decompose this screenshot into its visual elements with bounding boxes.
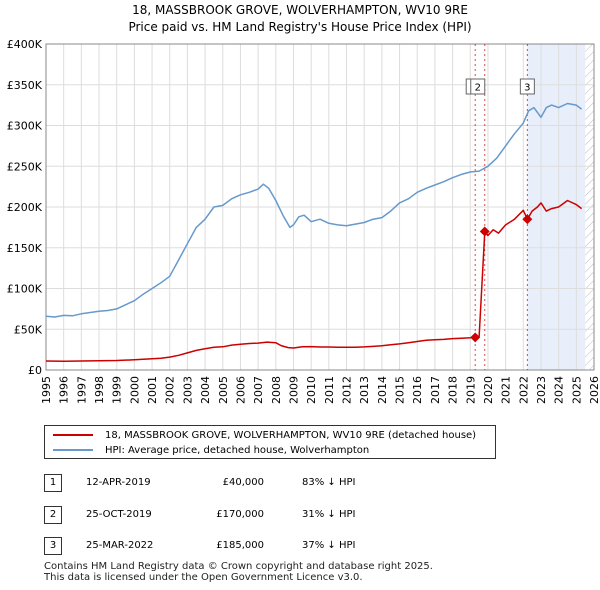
x-tick-label: 1999 [111, 376, 124, 404]
sale-number-badge: 2 [44, 506, 62, 524]
x-tick-label: 2012 [341, 376, 354, 404]
y-tick-label: £300K [7, 120, 43, 133]
sale-marker-box [519, 78, 535, 95]
x-tick-label: 2017 [429, 376, 442, 404]
footer-line-2: This data is licensed under the Open Gov… [44, 572, 363, 583]
sale-hpi-diff: 83% ↓ HPI [302, 477, 356, 488]
chart-legend: 18, MASSBROOK GROVE, WOLVERHAMPTON, WV10… [44, 425, 496, 459]
y-tick-label: £350K [7, 79, 43, 92]
legend-label-hpi: HPI: Average price, detached house, Wolv… [105, 445, 370, 456]
sale-price: £170,000 [216, 509, 264, 520]
legend-swatch-property [53, 434, 93, 436]
sale-point [470, 332, 481, 343]
x-tick-label: 2006 [234, 376, 247, 404]
footer-line-1: Contains HM Land Registry data © Crown c… [44, 561, 433, 572]
x-tick-label: 2009 [287, 376, 300, 404]
property-price-line [45, 199, 583, 362]
sale-row: 3 25-MAR-2022 £185,000 37% ↓ HPI [44, 537, 464, 555]
x-tick-label: 2014 [376, 376, 389, 404]
x-tick-label: 2023 [535, 376, 548, 404]
x-tick-label: 2018 [447, 376, 460, 404]
sale-marker-box [470, 78, 486, 95]
sale-number-badge: 1 [44, 474, 62, 492]
x-tick-label: 2024 [553, 376, 566, 404]
x-tick-label: 2007 [252, 376, 265, 404]
y-tick-label: £0 [28, 364, 42, 377]
x-tick-label: 2020 [482, 376, 495, 404]
chart-title: 18, MASSBROOK GROVE, WOLVERHAMPTON, WV10… [132, 3, 468, 17]
x-tick-label: 2011 [323, 376, 336, 404]
sale-price: £40,000 [222, 477, 264, 488]
x-tick-label: 2004 [199, 376, 212, 404]
legend-item-hpi: HPI: Average price, detached house, Wolv… [53, 444, 369, 458]
x-tick-label: 2021 [500, 376, 513, 404]
x-tick-label: 1997 [75, 376, 88, 404]
y-tick-label: £150K [7, 242, 43, 255]
x-tick-label: 1996 [58, 376, 71, 404]
sale-price: £185,000 [216, 540, 264, 551]
x-tick-label: 1995 [40, 376, 53, 404]
legend-label-property: 18, MASSBROOK GROVE, WOLVERHAMPTON, WV10… [105, 430, 477, 441]
plot-frame [45, 43, 595, 371]
sale-point [479, 226, 490, 237]
x-tick-label: 2015 [394, 376, 407, 404]
sale-row: 1 12-APR-2019 £40,000 83% ↓ HPI [44, 474, 464, 492]
x-tick-label: 2005 [217, 376, 230, 404]
x-tick-label: 2008 [270, 376, 283, 404]
copyright-footer: Contains HM Land Registry data © Crown c… [44, 561, 433, 583]
legend-swatch-hpi [53, 449, 93, 451]
x-tick-label: 2025 [570, 376, 583, 404]
x-tick-label: 1998 [93, 376, 106, 404]
hpi-line [45, 102, 583, 318]
x-tick-label: 2016 [411, 376, 424, 404]
x-tick-label: 2000 [128, 376, 141, 404]
x-tick-label: 2001 [146, 376, 159, 404]
y-tick-label: £100K [7, 283, 43, 296]
y-tick-label: £50K [14, 323, 43, 336]
sale-hpi-diff: 37% ↓ HPI [302, 540, 356, 551]
y-tick-label: £400K [7, 38, 43, 51]
sale-date: 12-APR-2019 [86, 477, 151, 488]
x-tick-label: 2003 [181, 376, 194, 404]
sale-point [522, 214, 533, 225]
sale-date: 25-MAR-2022 [86, 540, 154, 551]
x-tick-label: 2022 [517, 376, 530, 404]
x-tick-label: 2013 [358, 376, 371, 404]
sale-marker-label: 2 [475, 83, 481, 94]
x-tick-label: 2019 [464, 376, 477, 404]
y-tick-label: £250K [7, 160, 43, 173]
sale-number-badge: 3 [44, 537, 62, 555]
sale-row: 2 25-OCT-2019 £170,000 31% ↓ HPI [44, 506, 464, 524]
y-tick-label: £200K [7, 201, 43, 214]
x-tick-label: 2002 [164, 376, 177, 404]
chart-subtitle: Price paid vs. HM Land Registry's House … [128, 20, 471, 34]
x-tick-label: 2026 [588, 376, 600, 404]
sale-hpi-diff: 31% ↓ HPI [302, 509, 356, 520]
sale-date: 25-OCT-2019 [86, 509, 152, 520]
sale-marker-label: 3 [524, 83, 530, 94]
legend-item-property: 18, MASSBROOK GROVE, WOLVERHAMPTON, WV10… [53, 429, 476, 443]
x-tick-label: 2010 [305, 376, 318, 404]
